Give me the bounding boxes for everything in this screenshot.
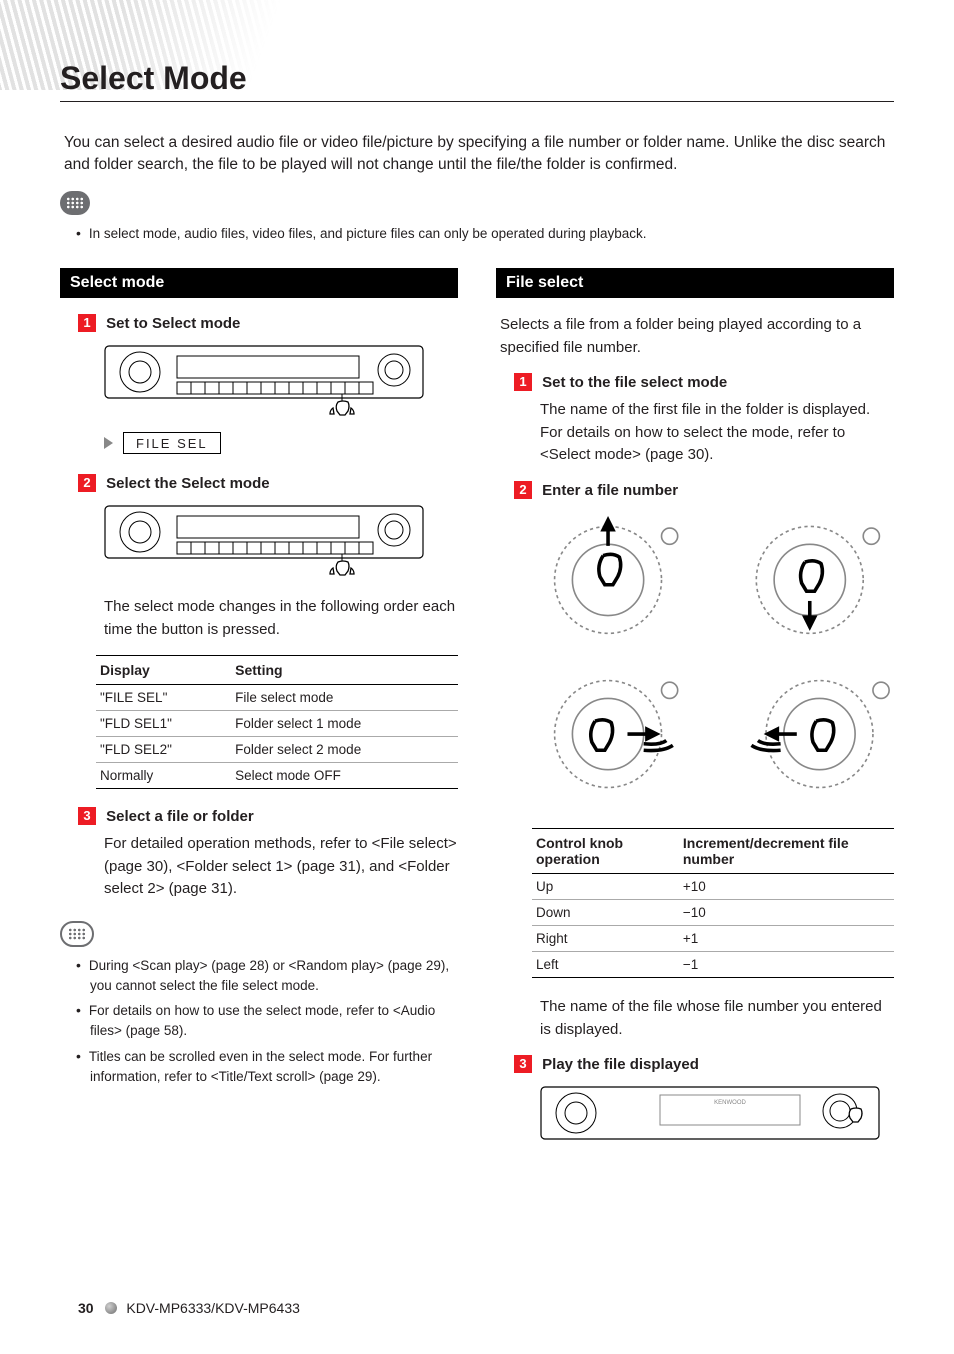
step-title-text: Set to the file select mode: [542, 374, 727, 391]
step-title: 1 Set to Select mode: [78, 314, 458, 332]
device-illustration: KENWOOD: [540, 1081, 880, 1151]
note-item: During <Scan play> (page 28) or <Random …: [86, 955, 458, 997]
table-header: Increment/decrement file number: [679, 829, 894, 874]
remote-knob-right-icon: [540, 666, 702, 812]
step-title-text: Select the Select mode: [106, 475, 269, 492]
note-item: Titles can be scrolled even in the selec…: [86, 1046, 458, 1088]
right-column: File select Selects a file from a folder…: [496, 268, 894, 1163]
page-title-wrap: Select Mode: [60, 60, 894, 102]
remote-knob-left-icon: [732, 666, 894, 812]
play-icon: [104, 437, 113, 449]
step-body: The name of the first file in the folder…: [540, 399, 894, 467]
step-number-icon: 2: [514, 481, 532, 499]
table-row: NormallySelect mode OFF: [96, 763, 458, 789]
step-title: 3 Play the file displayed: [514, 1055, 894, 1073]
step-number-icon: 3: [514, 1055, 532, 1073]
step-title-text: Set to Select mode: [106, 315, 240, 332]
remote-illustration-grid: [540, 507, 894, 813]
table-header: Control knob operation: [532, 829, 679, 874]
table-row: "FILE SEL"File select mode: [96, 685, 458, 711]
page-footer: 30 KDV-MP6333/KDV-MP6433: [78, 1300, 300, 1316]
svg-text:KENWOOD: KENWOOD: [714, 1100, 746, 1106]
page-title: Select Mode: [60, 60, 894, 97]
info-icon: [60, 191, 90, 215]
step-title: 2 Select the Select mode: [78, 474, 458, 492]
select-mode-table: Display Setting "FILE SEL"File select mo…: [96, 655, 458, 789]
intro-text: You can select a desired audio file or v…: [64, 132, 890, 177]
remote-knob-down-icon: [732, 507, 894, 653]
device-illustration: [104, 500, 424, 584]
section-bar-file-select: File select: [496, 268, 894, 298]
table-row: "FLD SEL2"Folder select 2 mode: [96, 737, 458, 763]
step-title-text: Play the file displayed: [542, 1056, 699, 1073]
table-header: Setting: [231, 656, 458, 685]
footer-bullet-icon: [105, 1302, 117, 1314]
info-icon-outline: [60, 921, 94, 947]
table-row: Left−1: [532, 952, 894, 978]
table-header: Display: [96, 656, 231, 685]
model-name: KDV-MP6333/KDV-MP6433: [126, 1300, 300, 1316]
step-body: The name of the file whose file number y…: [540, 996, 894, 1041]
device-illustration: [104, 340, 424, 420]
table-row: Up+10: [532, 874, 894, 900]
step-number-icon: 2: [78, 474, 96, 492]
note-item: In select mode, audio files, video files…: [86, 223, 894, 244]
left-column: Select mode 1 Set to Select mode FILE SE…: [60, 268, 458, 1111]
step-title-text: Enter a file number: [542, 482, 678, 499]
step-number-icon: 3: [78, 807, 96, 825]
step-body: For detailed operation methods, refer to…: [104, 833, 458, 901]
step-body: The select mode changes in the following…: [104, 596, 458, 641]
step-title: 3 Select a file or folder: [78, 807, 458, 825]
step-title: 2 Enter a file number: [514, 481, 894, 499]
lcd-indicator-row: FILE SEL: [104, 432, 458, 454]
step-number-icon: 1: [78, 314, 96, 332]
remote-knob-up-icon: [540, 507, 702, 653]
step-title-text: Select a file or folder: [106, 808, 254, 825]
table-row: "FLD SEL1"Folder select 1 mode: [96, 711, 458, 737]
table-row: Down−10: [532, 900, 894, 926]
note-item: For details on how to use the select mod…: [86, 1000, 458, 1042]
section-intro: Selects a file from a folder being playe…: [500, 314, 894, 359]
page-number: 30: [78, 1300, 94, 1316]
lcd-display: FILE SEL: [123, 432, 221, 454]
knob-operation-table: Control knob operation Increment/decreme…: [532, 828, 894, 978]
section-bar-select-mode: Select mode: [60, 268, 458, 298]
step-title: 1 Set to the file select mode: [514, 373, 894, 391]
bottom-note-list: During <Scan play> (page 28) or <Random …: [72, 955, 458, 1088]
step-number-icon: 1: [514, 373, 532, 391]
table-row: Right+1: [532, 926, 894, 952]
top-note-list: In select mode, audio files, video files…: [72, 223, 894, 244]
